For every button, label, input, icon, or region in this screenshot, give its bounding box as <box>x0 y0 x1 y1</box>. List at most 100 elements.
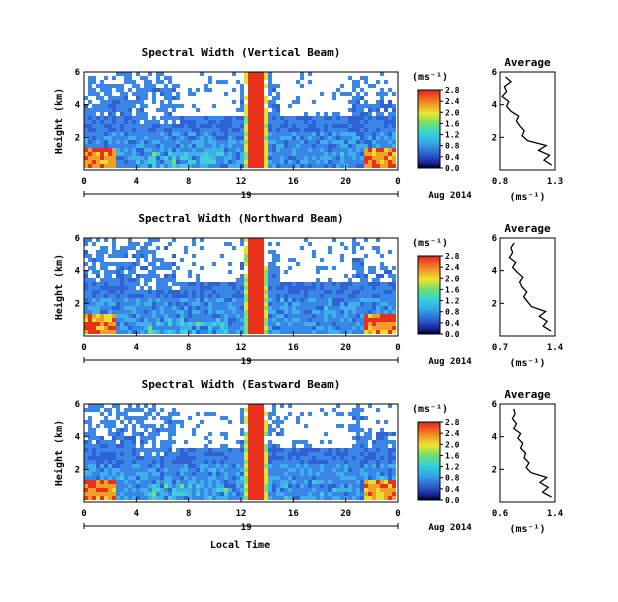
heatmap-cell <box>352 120 356 124</box>
heatmap-cell <box>340 480 344 484</box>
heatmap-cell <box>192 492 196 496</box>
heatmap-cell <box>220 476 224 480</box>
heatmap-cell <box>208 468 212 472</box>
heatmap-cell <box>144 472 148 476</box>
heatmap-cell <box>172 116 176 120</box>
heatmap-cell <box>372 480 376 484</box>
heatmap-cell <box>204 314 208 318</box>
heatmap-cell <box>264 476 268 480</box>
heatmap-cell <box>84 306 88 310</box>
heatmap-cell <box>172 428 176 432</box>
heatmap-cell <box>204 436 208 440</box>
heatmap-cell <box>136 88 140 92</box>
heatmap-cell <box>248 124 252 128</box>
heatmap-cell <box>268 330 272 334</box>
heatmap-cell <box>252 278 256 282</box>
heatmap-cell <box>184 132 188 136</box>
heatmap-cell <box>264 274 268 278</box>
heatmap-cell <box>84 108 88 112</box>
heatmap-cell <box>192 148 196 152</box>
heatmap-cell <box>376 314 380 318</box>
heatmap-cell <box>100 84 104 88</box>
heatmap-cell <box>124 464 128 468</box>
heatmap-cell <box>280 132 284 136</box>
heatmap-cell <box>372 456 376 460</box>
heatmap-cell <box>252 330 256 334</box>
heatmap-cell <box>232 160 236 164</box>
heatmap-cell <box>100 330 104 334</box>
heatmap-cell <box>260 448 264 452</box>
heatmap-cell <box>392 452 396 456</box>
heatmap-cell <box>280 314 284 318</box>
heatmap-cell <box>164 480 168 484</box>
heatmap-cell <box>308 282 312 286</box>
heatmap-cell <box>308 468 312 472</box>
heatmap-cell <box>96 294 100 298</box>
heatmap-cell <box>372 326 376 330</box>
heatmap-cell <box>296 330 300 334</box>
heatmap-cell <box>380 314 384 318</box>
heatmap-cell <box>364 286 368 290</box>
heatmap-cell <box>204 484 208 488</box>
heatmap-cell <box>268 302 272 306</box>
heatmap-cell <box>140 286 144 290</box>
heatmap-cell <box>248 322 252 326</box>
heatmap-cell <box>88 416 92 420</box>
colorbar-tick-label: 1.2 <box>445 131 460 140</box>
heatmap-cell <box>240 468 244 472</box>
heatmap-cell <box>180 286 184 290</box>
heatmap-cell <box>96 318 100 322</box>
heatmap-cell <box>136 464 140 468</box>
heatmap-cell <box>372 476 376 480</box>
heatmap-cell <box>388 290 392 294</box>
heatmap-cell <box>252 140 256 144</box>
heatmap-cell <box>236 108 240 112</box>
heatmap-cell <box>388 164 392 168</box>
heatmap-cell <box>252 476 256 480</box>
heatmap-cell <box>308 156 312 160</box>
heatmap-cell <box>204 464 208 468</box>
heatmap-cell <box>292 476 296 480</box>
heatmap-cell <box>220 294 224 298</box>
heatmap-cell <box>112 484 116 488</box>
heatmap-cell <box>148 492 152 496</box>
heatmap-cell <box>276 330 280 334</box>
heatmap-cell <box>120 306 124 310</box>
heatmap-cell <box>244 444 248 448</box>
heatmap-cell <box>256 144 260 148</box>
heatmap-cell <box>144 480 148 484</box>
heatmap-cell <box>164 476 168 480</box>
heatmap-cell <box>88 108 92 112</box>
heatmap-cell <box>384 314 388 318</box>
heatmap-cell <box>128 72 132 76</box>
heatmap-cell <box>256 258 260 262</box>
heatmap-cell <box>340 152 344 156</box>
heatmap-cell <box>248 242 252 246</box>
heatmap-cell <box>236 484 240 488</box>
heatmap-cell <box>312 468 316 472</box>
heatmap-cell <box>372 270 376 274</box>
heatmap-cell <box>168 262 172 266</box>
heatmap-cell <box>200 468 204 472</box>
heatmap-cell <box>356 274 360 278</box>
heatmap-cell <box>168 464 172 468</box>
heatmap-cell <box>112 96 116 100</box>
heatmap-cell <box>92 448 96 452</box>
heatmap-cell <box>156 432 160 436</box>
y-tick-label: 2 <box>75 133 80 143</box>
heatmap-cell <box>192 152 196 156</box>
heatmap-cell <box>136 92 140 96</box>
heatmap-cell <box>112 290 116 294</box>
heatmap-cell <box>276 108 280 112</box>
heatmap-cell <box>364 104 368 108</box>
heatmap-cell <box>260 330 264 334</box>
heatmap-cell <box>304 128 308 132</box>
heatmap-cell <box>92 270 96 274</box>
heatmap-cell <box>272 120 276 124</box>
heatmap-cell <box>256 456 260 460</box>
heatmap-cell <box>88 266 92 270</box>
heatmap-cell <box>160 80 164 84</box>
heatmap-cell <box>252 72 256 76</box>
heatmap-cell <box>300 314 304 318</box>
heatmap-cell <box>128 242 132 246</box>
